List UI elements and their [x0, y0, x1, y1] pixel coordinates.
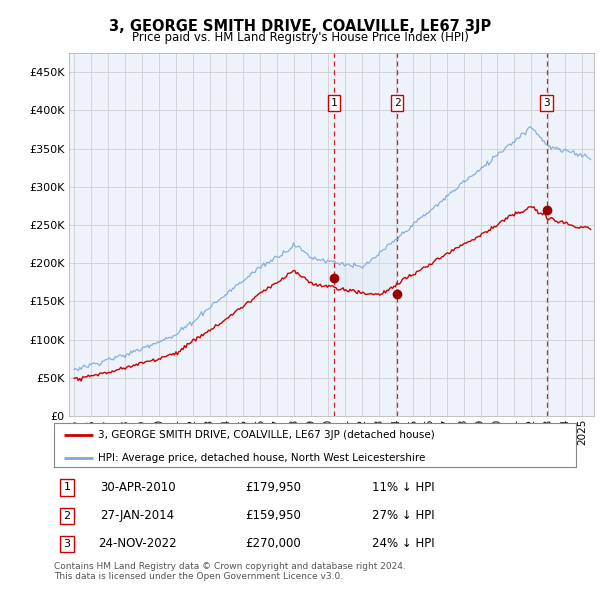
Text: 3, GEORGE SMITH DRIVE, COALVILLE, LE67 3JP: 3, GEORGE SMITH DRIVE, COALVILLE, LE67 3…	[109, 19, 491, 34]
Text: 27% ↓ HPI: 27% ↓ HPI	[373, 509, 435, 522]
Text: This data is licensed under the Open Government Licence v3.0.: This data is licensed under the Open Gov…	[54, 572, 343, 581]
Text: £179,950: £179,950	[245, 481, 301, 494]
Text: 2: 2	[394, 98, 401, 108]
Text: 2: 2	[64, 510, 71, 520]
Text: 3, GEORGE SMITH DRIVE, COALVILLE, LE67 3JP (detached house): 3, GEORGE SMITH DRIVE, COALVILLE, LE67 3…	[98, 431, 435, 440]
Text: 1: 1	[64, 483, 71, 493]
Text: £159,950: £159,950	[245, 509, 301, 522]
Text: HPI: Average price, detached house, North West Leicestershire: HPI: Average price, detached house, Nort…	[98, 453, 426, 463]
Text: £270,000: £270,000	[245, 537, 301, 550]
Text: 30-APR-2010: 30-APR-2010	[100, 481, 175, 494]
Text: 11% ↓ HPI: 11% ↓ HPI	[373, 481, 435, 494]
Text: Price paid vs. HM Land Registry's House Price Index (HPI): Price paid vs. HM Land Registry's House …	[131, 31, 469, 44]
Text: 27-JAN-2014: 27-JAN-2014	[100, 509, 175, 522]
Text: 24% ↓ HPI: 24% ↓ HPI	[373, 537, 435, 550]
Text: 1: 1	[331, 98, 337, 108]
Text: 24-NOV-2022: 24-NOV-2022	[98, 537, 177, 550]
Text: 3: 3	[543, 98, 550, 108]
Text: Contains HM Land Registry data © Crown copyright and database right 2024.: Contains HM Land Registry data © Crown c…	[54, 562, 406, 571]
Text: 3: 3	[64, 539, 71, 549]
